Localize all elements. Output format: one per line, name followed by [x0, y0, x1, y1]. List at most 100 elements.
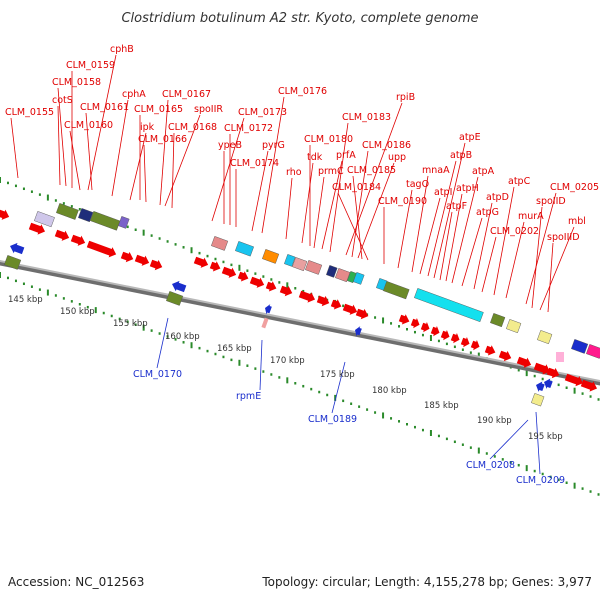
- forward-gene-arrow: [120, 251, 134, 263]
- leader-line: [493, 186, 515, 296]
- gene-label-forward: spoIID: [536, 196, 566, 207]
- gene-label-forward: CLM_0161: [80, 102, 129, 113]
- leader-line: [461, 217, 483, 287]
- gene-box: [166, 291, 184, 306]
- genome-backbone: [0, 259, 600, 386]
- gene-label-forward: rho: [286, 167, 302, 178]
- forward-gene-arrow: [316, 295, 330, 307]
- gene-box: [211, 236, 229, 251]
- leader-line: [285, 177, 293, 240]
- leader-line: [337, 192, 369, 261]
- tick-label: 190 kbp: [477, 416, 512, 426]
- leader-line: [531, 206, 543, 309]
- gene-box: [326, 265, 338, 278]
- gene-box: [353, 272, 365, 285]
- leader-line: [156, 317, 169, 369]
- gene-label-reverse: rpmE: [236, 391, 261, 402]
- gene-box: [571, 339, 589, 354]
- gene-box: [235, 241, 254, 257]
- gene-label-forward: atpH: [456, 183, 479, 194]
- leader-line: [411, 175, 429, 273]
- gene-label-forward: mnaA: [422, 165, 450, 176]
- leader-line: [352, 175, 363, 260]
- gene-features: [0, 203, 600, 407]
- gene-box: [4, 255, 22, 270]
- tick-label: 160 kbp: [165, 332, 200, 342]
- leader-line: [251, 150, 269, 232]
- gene-label-forward: rpiB: [396, 92, 415, 103]
- gene-label-forward: CLM_0180: [304, 134, 353, 145]
- gene-label-forward: CLM_0183: [342, 112, 391, 123]
- leader-line: [211, 117, 245, 222]
- forward-gene-arrow: [342, 303, 358, 315]
- tick-label: 185 kbp: [424, 401, 459, 411]
- tick-label: 180 kbp: [372, 386, 407, 396]
- leader-line: [331, 361, 346, 414]
- leader-line: [535, 411, 541, 475]
- gene-box: [262, 249, 280, 264]
- leader-line: [439, 211, 453, 281]
- leader-line: [261, 96, 285, 234]
- leader-line: [451, 176, 479, 284]
- gene-label-forward: atpA: [472, 166, 495, 177]
- tick-label: 165 kbp: [217, 344, 252, 354]
- gene-label-forward: prmC: [318, 166, 344, 177]
- gene-box: [56, 203, 79, 220]
- leader-line: [433, 142, 466, 279]
- leader-line: [171, 132, 175, 209]
- gene-label-forward: atpI: [434, 187, 452, 198]
- gene-box: [78, 208, 94, 223]
- gene-label-forward: CLM_0158: [52, 77, 101, 88]
- forward-gene-arrow: [420, 321, 430, 333]
- forward-gene-arrow: [0, 208, 10, 220]
- gene-label-forward: atpB: [450, 150, 472, 161]
- gene-label-forward: atpD: [486, 192, 509, 203]
- forward-gene-arrow: [249, 276, 265, 288]
- gene-label-forward: spoIIR: [194, 104, 223, 115]
- tick-label: 175 kbp: [320, 370, 355, 380]
- leader-line: [69, 130, 81, 191]
- leader-line: [57, 105, 61, 186]
- gene-label-forward: atpF: [446, 201, 467, 212]
- forward-gene-arrow: [546, 367, 560, 379]
- leader-line: [547, 242, 554, 313]
- gene-box: [506, 319, 522, 334]
- gene-box: [531, 393, 545, 407]
- leader-line: [419, 197, 441, 275]
- gene-label-forward: CLM_0160: [64, 120, 113, 131]
- leader-line: [87, 54, 117, 191]
- gene-label-forward: CLM_0166: [138, 134, 187, 145]
- forward-gene-arrow: [28, 222, 46, 235]
- reverse-gene-arrow: [10, 242, 25, 255]
- gene-label-reverse: CLM_0189: [308, 414, 357, 425]
- forward-gene-arrow: [410, 317, 420, 329]
- leader-line: [445, 193, 463, 282]
- gene-label-forward: ipk: [140, 122, 155, 133]
- accession-text: Accession: NC_012563: [8, 575, 144, 589]
- gene-box: [490, 313, 506, 328]
- forward-gene-arrow: [237, 271, 249, 282]
- forward-gene-arrow: [298, 290, 316, 303]
- gene-label-forward: atpE: [459, 132, 481, 143]
- reverse-gene-arrow: [355, 326, 362, 337]
- backbone-shadow: [0, 260, 600, 386]
- gene-label-forward: CLM_0174: [230, 158, 279, 169]
- gene-label-forward: CLM_0176: [278, 86, 327, 97]
- forward-gene-arrow: [484, 345, 496, 356]
- leader-line: [357, 162, 395, 259]
- map-title: Clostridium botulinum A2 str. Kyoto, com…: [121, 11, 478, 26]
- forward-gene-arrow: [498, 350, 512, 362]
- gene-label-forward: atpG: [476, 207, 499, 218]
- gene-label-forward: cphA: [122, 89, 146, 100]
- leader-line: [397, 189, 413, 269]
- reverse-gene-arrow: [265, 304, 272, 315]
- leader-line: [525, 192, 557, 305]
- leader-line: [489, 419, 529, 460]
- forward-gene-arrow: [580, 379, 598, 392]
- gene-box: [383, 281, 410, 300]
- gene-label-forward: CLM_0190: [378, 196, 427, 207]
- forward-gene-arrow: [430, 325, 440, 337]
- gene-label-forward: mbl: [568, 216, 586, 227]
- gene-label-forward: cotS: [52, 95, 73, 106]
- forward-gene-arrow: [470, 339, 480, 351]
